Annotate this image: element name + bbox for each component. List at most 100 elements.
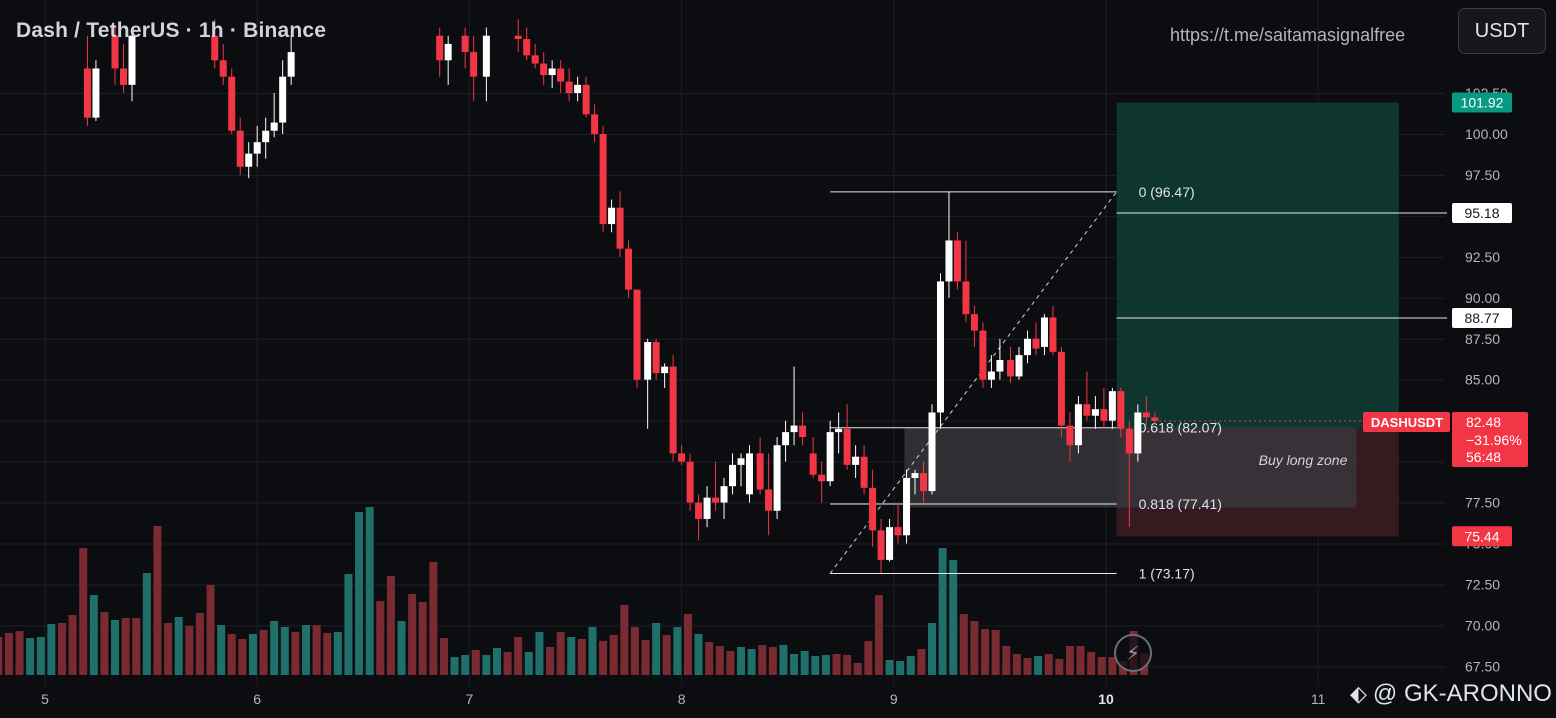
candle-body[interactable] bbox=[616, 207, 624, 249]
candle-body[interactable] bbox=[608, 207, 616, 225]
candle-body[interactable] bbox=[436, 35, 444, 61]
candle-body[interactable] bbox=[790, 425, 798, 433]
candle-body[interactable] bbox=[574, 84, 582, 94]
candle-body[interactable] bbox=[444, 43, 452, 61]
candle-body[interactable] bbox=[1117, 391, 1125, 429]
candle-body[interactable] bbox=[1074, 404, 1082, 446]
candle-body[interactable] bbox=[262, 130, 270, 143]
candle-body[interactable] bbox=[1083, 404, 1091, 416]
candle-body[interactable] bbox=[1125, 428, 1133, 454]
candle-body[interactable] bbox=[279, 76, 287, 123]
candle-body[interactable] bbox=[540, 63, 548, 76]
candle-body[interactable] bbox=[1032, 338, 1040, 349]
candle-body[interactable] bbox=[514, 35, 522, 39]
candle-body[interactable] bbox=[720, 486, 728, 503]
candle-body[interactable] bbox=[818, 474, 826, 482]
candle-body[interactable] bbox=[953, 240, 961, 282]
candle-body[interactable] bbox=[729, 464, 737, 487]
candle-body[interactable] bbox=[678, 453, 686, 462]
candle-body[interactable] bbox=[652, 342, 660, 374]
candle-body[interactable] bbox=[1142, 412, 1150, 418]
candle-body[interactable] bbox=[746, 453, 754, 495]
candle-body[interactable] bbox=[996, 360, 1004, 372]
candle-body[interactable] bbox=[633, 289, 641, 380]
candle-body[interactable] bbox=[809, 453, 817, 475]
candle-body[interactable] bbox=[644, 342, 652, 380]
candle-body[interactable] bbox=[773, 445, 781, 511]
candle-body[interactable] bbox=[111, 35, 119, 69]
candle-body[interactable] bbox=[253, 142, 261, 154]
candle-body[interactable] bbox=[83, 68, 91, 118]
candle-body[interactable] bbox=[531, 55, 539, 64]
candle-body[interactable] bbox=[765, 489, 773, 511]
candle-body[interactable] bbox=[894, 527, 902, 536]
lightning-icon[interactable]: ⚡︎ bbox=[1114, 634, 1152, 672]
candle-body[interactable] bbox=[911, 473, 919, 478]
candle-body[interactable] bbox=[860, 456, 868, 488]
candle-body[interactable] bbox=[826, 432, 834, 482]
candle-body[interactable] bbox=[270, 122, 278, 131]
candle-body[interactable] bbox=[92, 68, 100, 118]
candle-body[interactable] bbox=[928, 412, 936, 492]
candle-body[interactable] bbox=[1151, 417, 1159, 421]
candle-body[interactable] bbox=[852, 456, 860, 465]
candle-body[interactable] bbox=[236, 130, 244, 167]
candle-body[interactable] bbox=[756, 453, 764, 490]
candle-body[interactable] bbox=[962, 281, 970, 315]
candle-body[interactable] bbox=[625, 248, 633, 290]
candle-body[interactable] bbox=[470, 52, 478, 77]
candle-body[interactable] bbox=[712, 497, 720, 503]
candle-body[interactable] bbox=[1100, 409, 1108, 421]
candle-body[interactable] bbox=[987, 371, 995, 380]
candle-body[interactable] bbox=[548, 68, 556, 76]
candle-body[interactable] bbox=[782, 432, 790, 446]
candle-body[interactable] bbox=[582, 84, 590, 115]
candle-body[interactable] bbox=[1023, 338, 1031, 356]
candle-body[interactable] bbox=[686, 461, 694, 503]
candle-body[interactable] bbox=[1091, 409, 1099, 416]
candle-body[interactable] bbox=[799, 425, 807, 438]
candle-body[interactable] bbox=[599, 134, 607, 225]
candle-body[interactable] bbox=[557, 68, 565, 82]
candle-body[interactable] bbox=[211, 35, 219, 61]
candle-body[interactable] bbox=[737, 458, 745, 465]
candle-body[interactable] bbox=[843, 428, 851, 465]
candle-body[interactable] bbox=[886, 527, 894, 560]
candle-body[interactable] bbox=[228, 76, 236, 131]
candle-body[interactable] bbox=[482, 35, 490, 77]
candle-body[interactable] bbox=[461, 35, 469, 53]
candle-body[interactable] bbox=[979, 330, 987, 380]
candle-body[interactable] bbox=[245, 153, 253, 167]
candle-body[interactable] bbox=[1108, 391, 1116, 421]
candle-body[interactable] bbox=[970, 314, 978, 331]
candle-body[interactable] bbox=[869, 487, 877, 531]
candle-body[interactable] bbox=[1057, 351, 1065, 426]
candle-body[interactable] bbox=[835, 428, 843, 433]
candle-body[interactable] bbox=[920, 473, 928, 492]
candle-body[interactable] bbox=[219, 60, 227, 77]
candle-body[interactable] bbox=[661, 366, 669, 374]
candle-body[interactable] bbox=[128, 35, 136, 85]
candle-body[interactable] bbox=[1066, 425, 1074, 446]
telegram-link[interactable]: https://t.me/saitamasignalfree bbox=[1170, 25, 1406, 45]
candle-body[interactable] bbox=[903, 477, 911, 536]
currency-button[interactable]: USDT bbox=[1458, 8, 1546, 54]
candle-body[interactable] bbox=[523, 38, 531, 56]
symbol-title[interactable]: Dash / TetherUS · 1h · Binance bbox=[16, 19, 327, 42]
candle-body[interactable] bbox=[703, 497, 711, 519]
candle-body[interactable] bbox=[120, 68, 128, 85]
candle-body[interactable] bbox=[669, 366, 677, 454]
candle-body[interactable] bbox=[1015, 355, 1023, 377]
candle-body[interactable] bbox=[1134, 412, 1142, 454]
candle-body[interactable] bbox=[565, 81, 573, 94]
candle-body[interactable] bbox=[1007, 360, 1015, 377]
candle-body[interactable] bbox=[877, 530, 885, 560]
candle-body[interactable] bbox=[695, 502, 703, 519]
candle-body[interactable] bbox=[1040, 317, 1048, 347]
candle-body[interactable] bbox=[287, 52, 295, 77]
candle-body[interactable] bbox=[591, 114, 599, 134]
candle-body[interactable] bbox=[936, 281, 944, 413]
candle-body[interactable] bbox=[1049, 317, 1057, 352]
candle-body[interactable] bbox=[945, 240, 953, 282]
